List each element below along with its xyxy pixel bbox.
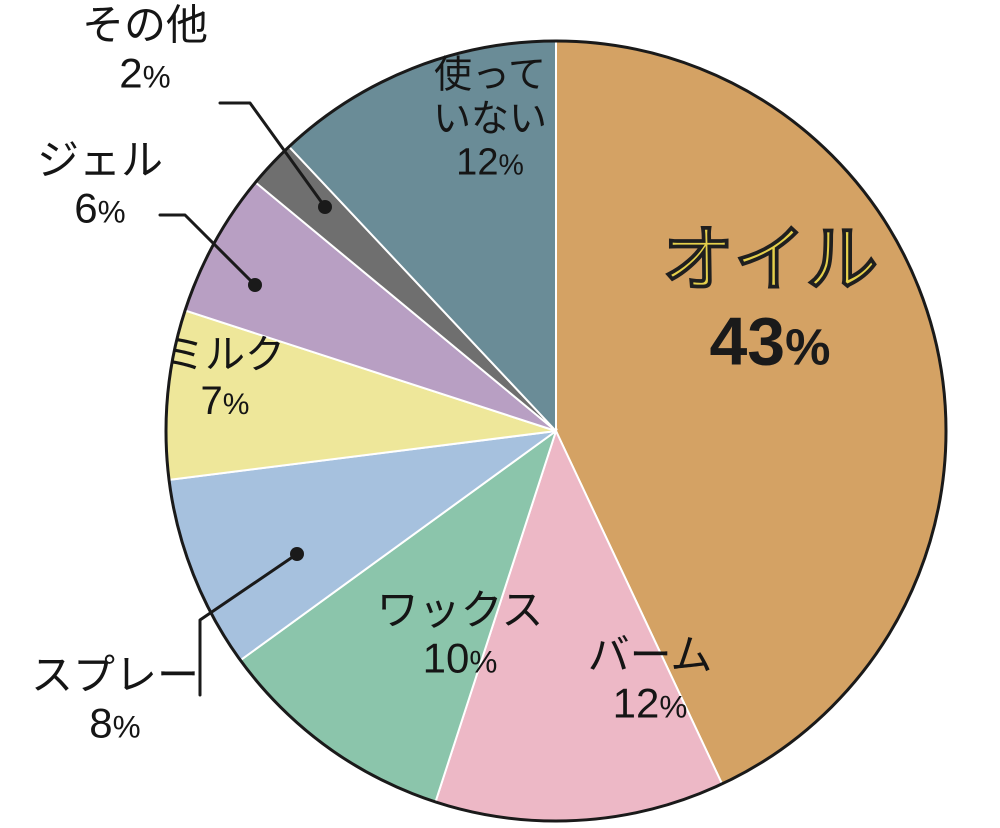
label-wax: ワックス10%	[377, 587, 544, 684]
label-name-other: その他	[82, 2, 208, 50]
label-name-none: 使っていない	[433, 54, 547, 141]
label-value-gel: 6%	[37, 185, 163, 233]
label-value-milk: 7%	[165, 378, 285, 424]
label-name-milk: ミルク	[165, 332, 285, 378]
label-spray: スプレー8%	[31, 652, 199, 749]
label-name-balm: バーム	[588, 632, 713, 680]
leader-dot-spray	[290, 547, 304, 561]
label-gel: ジェル6%	[37, 137, 163, 234]
label-balm: バーム12%	[588, 632, 713, 729]
label-oil: オイル43%	[662, 220, 878, 381]
label-other: その他2%	[82, 2, 208, 99]
label-value-spray: 8%	[31, 700, 199, 748]
label-none: 使っていない12%	[433, 54, 547, 185]
label-value-none: 12%	[433, 142, 547, 186]
label-name-wax: ワックス	[377, 587, 544, 635]
label-value-balm: 12%	[588, 680, 713, 728]
label-value-oil: 43%	[662, 302, 878, 380]
label-value-wax: 10%	[377, 635, 544, 683]
leader-dot-other	[318, 200, 332, 214]
label-milk: ミルク7%	[165, 332, 285, 424]
label-value-other: 2%	[82, 50, 208, 98]
label-name-gel: ジェル	[37, 137, 163, 185]
label-name-spray: スプレー	[31, 652, 199, 700]
label-name-oil: オイル	[662, 220, 878, 303]
leader-dot-gel	[248, 278, 262, 292]
pie-chart: オイル43%バーム12%ワックス10%スプレー8%ミルク7%ジェル6%その他2%…	[0, 0, 1000, 823]
